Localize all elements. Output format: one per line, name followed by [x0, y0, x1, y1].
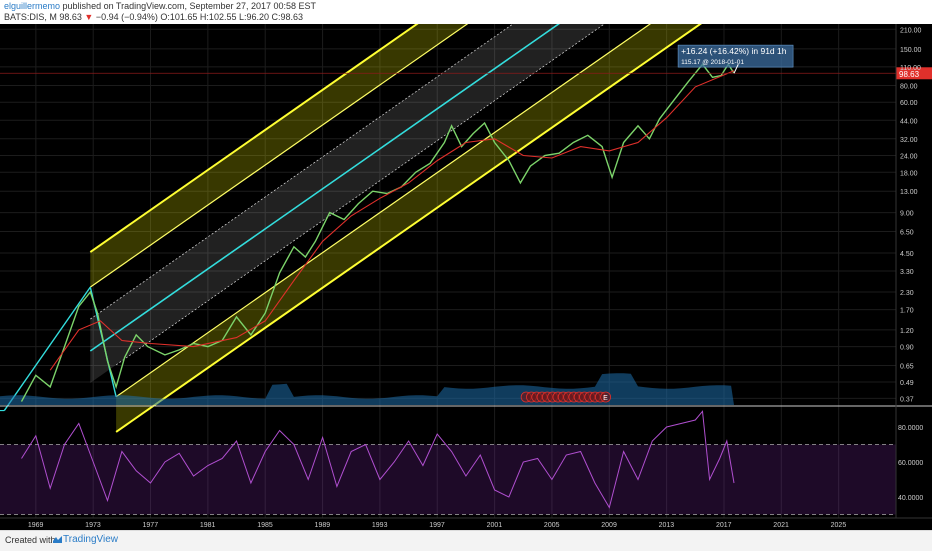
price-tick-label: 24.00	[900, 154, 918, 161]
time-tick-label: 1977	[143, 522, 159, 529]
rsi-band	[0, 444, 896, 515]
price-tick-label: 0.90	[900, 345, 914, 352]
time-tick-label: 2009	[601, 522, 617, 529]
last-price-value: 98.63	[59, 12, 82, 22]
price-tick-label: 4.50	[900, 251, 914, 258]
footer: Created with TradingView	[0, 530, 932, 551]
price-tick-label: 6.50	[900, 230, 914, 237]
price-tick-label: 110.00	[900, 65, 921, 72]
pitchfork-center-band	[90, 0, 639, 383]
time-tick-label: 2005	[544, 522, 560, 529]
published-text: published on TradingView.com, September …	[62, 1, 317, 11]
time-tick-label: 1989	[315, 522, 331, 529]
projection-main-text: +16.24 (+16.42%) in 91d 1h	[681, 46, 787, 56]
symbol-label: BATS:DIS, M	[4, 12, 57, 22]
pitchfork-outer-upper-rail	[89, 0, 454, 253]
time-tick-label: 1973	[85, 522, 101, 529]
projection-callout[interactable]	[677, 44, 794, 68]
price-tick-label: 0.49	[900, 380, 914, 387]
price-tick-label: 2.30	[900, 290, 914, 297]
price-tick-label: 60.00	[900, 100, 918, 107]
price-tick-label: 80.00	[900, 83, 918, 90]
moving-average-line	[49, 70, 735, 371]
time-tick-label: 1993	[372, 522, 388, 529]
volume-area	[0, 373, 734, 405]
pitchfork-median-line	[89, 0, 595, 352]
price-tick-label: 210.00	[900, 27, 922, 34]
last-price-label: 98.63	[899, 70, 920, 79]
change-value: −0.94 (−0.94%)	[95, 12, 158, 22]
ohlc-values: O:101.65 H:102.55 L:96.20 C:98.63	[160, 12, 304, 22]
created-with-label: Created with	[5, 535, 56, 545]
tradingview-brand[interactable]: TradingView	[63, 534, 119, 545]
last-price-tag	[896, 67, 932, 80]
rsi-line[interactable]	[21, 410, 735, 509]
price-tick-label: 0.65	[900, 364, 914, 371]
price-tick-label: 0.37	[900, 396, 914, 403]
price-tick-label: 150.00	[900, 47, 922, 54]
time-tick-label: 2017	[716, 522, 732, 529]
price-tick-label: 1.70	[900, 308, 914, 315]
publish-line: elguillermemo published on TradingView.c…	[4, 1, 316, 11]
rsi-tick-label: 40.0000	[898, 495, 923, 502]
price-tick-label: 44.00	[900, 118, 918, 125]
time-tick-label: 2001	[487, 522, 503, 529]
rsi-tick-label: 80.0000	[898, 425, 923, 432]
price-chart-svg[interactable]: 98.63 +16.24 (+16.42%) in 91d 1h 115.17 @ …	[0, 0, 932, 530]
time-tick-label: 1969	[28, 522, 44, 529]
price-tick-label: 3.30	[900, 269, 914, 276]
earnings-marker[interactable]	[600, 391, 612, 403]
pitchfork-outer-lower-rail	[115, 0, 737, 433]
symbol-line: BATS:DIS, M 98.63 ▼ −0.94 (−0.94%) O:101…	[4, 12, 303, 22]
price-tick-label: 13.00	[900, 189, 918, 196]
projection-sub-text: 115.17 @ 2018-01-01	[681, 59, 744, 66]
chart-header: elguillermemo published on TradingView.c…	[0, 0, 932, 24]
time-tick-label: 1997	[429, 522, 445, 529]
tradingview-logo-icon	[53, 536, 62, 543]
author-link[interactable]: elguillermemo	[4, 1, 61, 11]
time-tick-label: 2013	[659, 522, 675, 529]
time-tick-label: 2021	[773, 522, 789, 529]
price-tick-label: 32.00	[900, 137, 918, 144]
time-tick-label: 1981	[200, 522, 216, 529]
time-tick-label: 1985	[257, 522, 273, 529]
price-tick-label: 18.00	[900, 170, 918, 177]
projection-arrow	[733, 64, 739, 74]
down-arrow-icon: ▼	[84, 12, 94, 22]
pitchfork-pivot-ab	[3, 286, 91, 411]
earnings-marker-label: E	[603, 395, 608, 402]
price-tick-label: 1.20	[900, 328, 914, 335]
pitchfork-lower-rail	[115, 0, 686, 398]
price-tick-label: 9.00	[900, 211, 914, 218]
time-tick-label: 2025	[831, 522, 847, 529]
chart-area[interactable]: 98.63 +16.24 (+16.42%) in 91d 1h 115.17 @ …	[0, 0, 932, 530]
rsi-tick-label: 60.0000	[898, 460, 923, 467]
